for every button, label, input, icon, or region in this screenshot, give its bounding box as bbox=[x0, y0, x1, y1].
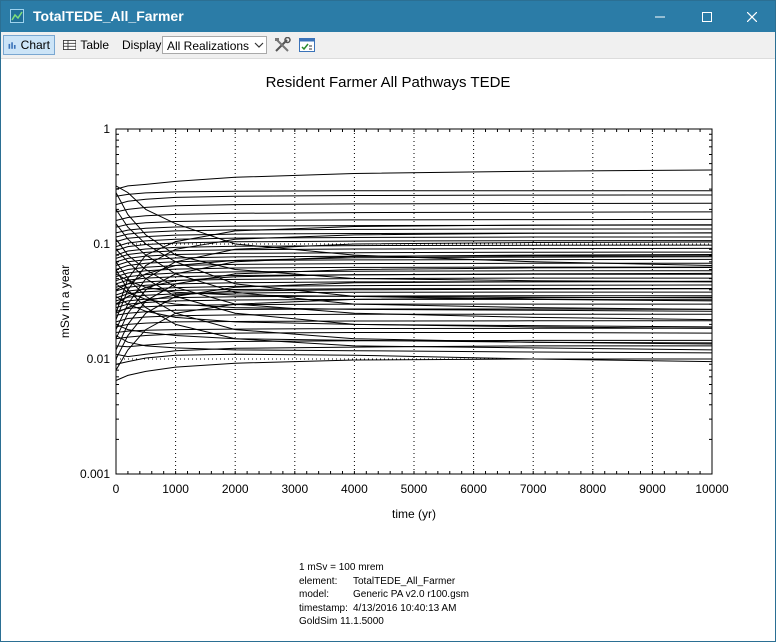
series-line-46 bbox=[115, 296, 713, 371]
x-tick-label: 1000 bbox=[162, 482, 189, 496]
x-tick-label: 4000 bbox=[341, 482, 368, 496]
x-tick-label: 8000 bbox=[579, 482, 606, 496]
series-line-59 bbox=[115, 272, 713, 305]
series-line-56 bbox=[115, 283, 713, 312]
series-line-49 bbox=[115, 254, 713, 339]
series-line-20 bbox=[115, 266, 712, 278]
units-note: 1 mSv = 100 mrem bbox=[299, 562, 384, 573]
table-view-label: Table bbox=[80, 38, 109, 52]
series-line-42 bbox=[115, 238, 713, 321]
maximize-button[interactable] bbox=[684, 1, 730, 32]
chart-view-button[interactable]: Chart bbox=[3, 35, 55, 55]
info-key: model: bbox=[299, 589, 330, 600]
x-tick-label: 0 bbox=[113, 482, 120, 496]
display-select-value: All Realizations bbox=[167, 39, 250, 53]
minimize-button[interactable] bbox=[637, 1, 683, 32]
series-line-38 bbox=[115, 185, 713, 266]
series-line-5 bbox=[115, 332, 713, 340]
close-button[interactable] bbox=[729, 1, 775, 32]
chevron-down-icon bbox=[254, 42, 264, 48]
chart-view-label: Chart bbox=[20, 38, 50, 52]
series-line-23 bbox=[115, 255, 713, 266]
plot-frame bbox=[115, 128, 713, 475]
x-tick-label: 10000 bbox=[695, 482, 729, 496]
series-line-58 bbox=[115, 256, 713, 291]
info-row-element: element: TotalTEDE_All_Farmer bbox=[299, 575, 469, 589]
bar-chart-icon bbox=[8, 42, 16, 49]
series-line-50 bbox=[115, 241, 713, 330]
info-row-model: model: Generic PA v2.0 r100.gsm bbox=[299, 588, 469, 602]
series-line-8 bbox=[115, 313, 712, 323]
chart-title: Resident Farmer All Pathways TEDE bbox=[265, 74, 511, 91]
series-line-52 bbox=[115, 224, 713, 314]
x-tick-label: 3000 bbox=[281, 482, 308, 496]
chart-plot: 0 1000 2000 3000 4000 5000 6000 7000 8000 9000 100… bbox=[58, 122, 729, 521]
series-line-37 bbox=[115, 169, 713, 190]
window-title: TotalTEDE_All_Farmer bbox=[33, 8, 184, 24]
title-bar[interactable]: TotalTEDE_All_Farmer bbox=[1, 1, 775, 32]
series-line-53 bbox=[115, 323, 713, 344]
info-key: timestamp: bbox=[299, 602, 348, 614]
series-line-43 bbox=[115, 248, 713, 329]
series-line-6 bbox=[115, 327, 712, 333]
series-line-21 bbox=[115, 262, 712, 274]
series-line-51 bbox=[115, 232, 713, 320]
series-line-45 bbox=[115, 269, 713, 351]
info-value: 4/13/2016 10:40:13 AM bbox=[353, 602, 457, 614]
info-key: element: bbox=[299, 575, 338, 587]
series-line-40 bbox=[115, 209, 713, 302]
series-line-32 bbox=[115, 218, 713, 228]
info-value: TotalTEDE_All_Farmer bbox=[353, 575, 456, 587]
info-row-timestamp: timestamp: 4/13/2016 10:40:13 AM bbox=[299, 602, 469, 616]
table-icon bbox=[63, 40, 77, 50]
toolbar: Chart Table Display: All Realizations bbox=[1, 32, 775, 59]
y-tick-label: 0.001 bbox=[80, 467, 110, 481]
series-line-27 bbox=[115, 240, 713, 251]
series-line-54 bbox=[115, 335, 713, 354]
series-line-25 bbox=[115, 247, 713, 259]
y-tick-label: 1 bbox=[103, 122, 110, 136]
series-line-26 bbox=[115, 244, 713, 256]
chart-properties-icon[interactable] bbox=[274, 37, 292, 53]
chart-options-icon[interactable] bbox=[298, 37, 316, 53]
x-tick-label: 7000 bbox=[520, 482, 547, 496]
chart-app-icon bbox=[10, 9, 24, 23]
info-value: Generic PA v2.0 r100.gsm bbox=[353, 589, 469, 600]
series-line-41 bbox=[115, 223, 713, 310]
x-tick-label: 9000 bbox=[639, 482, 666, 496]
series-line-60 bbox=[115, 288, 713, 314]
series-line-33 bbox=[115, 211, 713, 221]
chart-info-block: 1 mSv = 100 mrem element: TotalTEDE_All_F… bbox=[299, 561, 469, 629]
table-view-button[interactable]: Table bbox=[59, 35, 113, 55]
series-line-55 bbox=[115, 295, 713, 328]
series-line-9 bbox=[115, 308, 713, 316]
chart-area: Resident Farmer All Pathways TEDE 0 1000 2… bbox=[1, 59, 775, 641]
series-line-3 bbox=[115, 345, 712, 358]
series-line-1 bbox=[115, 358, 712, 381]
series-line-34 bbox=[115, 202, 713, 213]
x-tick-label: 6000 bbox=[460, 482, 487, 496]
series-line-35 bbox=[115, 194, 713, 206]
minimize-icon bbox=[655, 16, 665, 17]
y-axis-label: mSv in a year bbox=[58, 265, 72, 338]
display-label: Display: bbox=[122, 38, 165, 52]
y-tick-label: 0.1 bbox=[93, 237, 110, 251]
close-icon bbox=[747, 11, 757, 22]
series-line-28 bbox=[115, 236, 712, 248]
display-select[interactable]: All Realizations bbox=[162, 36, 267, 54]
series-line-17 bbox=[115, 277, 712, 288]
x-tick-label: 5000 bbox=[401, 482, 428, 496]
y-tick-label: 0.01 bbox=[87, 352, 111, 366]
series-line-39 bbox=[115, 192, 713, 283]
maximize-icon bbox=[702, 11, 712, 22]
series-line-2 bbox=[115, 353, 713, 365]
x-axis-label: time (yr) bbox=[392, 507, 436, 521]
series-line-30 bbox=[115, 228, 712, 238]
series-line-47 bbox=[115, 280, 713, 360]
x-tick-label: 2000 bbox=[222, 482, 249, 496]
series-line-15 bbox=[115, 284, 713, 296]
version-text: GoldSim 11.1.5000 bbox=[299, 616, 384, 627]
series-line-36 bbox=[115, 190, 712, 197]
